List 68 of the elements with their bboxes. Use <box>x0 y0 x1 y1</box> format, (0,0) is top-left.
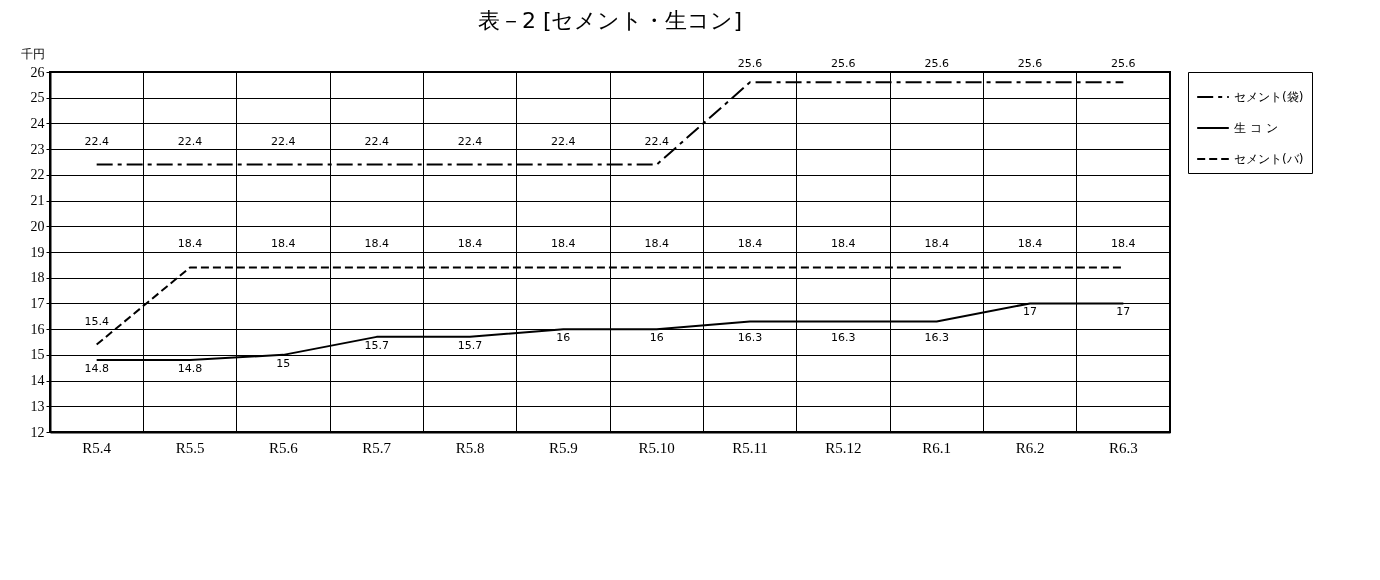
y-tick-label: 16 <box>30 321 45 337</box>
data-label: 14.8 <box>177 362 203 375</box>
data-label: 16.3 <box>924 331 949 345</box>
x-tick-label: R5.10 <box>638 439 675 456</box>
data-label: 22.4 <box>551 134 576 148</box>
x-tick-label: R5.7 <box>362 439 392 456</box>
y-tick-label: 25 <box>30 90 45 106</box>
data-label: 22.4 <box>457 134 483 148</box>
y-tick-label: 20 <box>30 218 45 234</box>
data-label: 17 <box>1116 305 1131 319</box>
data-label: 18.4 <box>831 237 856 251</box>
data-label: 22.4 <box>271 134 296 148</box>
y-tick-label: 22 <box>30 167 45 183</box>
x-tick-label: R5.9 <box>548 439 578 456</box>
data-label: 18.4 <box>1017 237 1043 251</box>
x-tick-label: R6.3 <box>1108 439 1138 456</box>
data-label: 25.6 <box>831 57 856 71</box>
data-label: 15.4 <box>84 314 109 328</box>
y-tick-label: 24 <box>30 115 45 131</box>
data-label: 15.7 <box>364 338 389 352</box>
data-label: 15 <box>276 356 291 370</box>
y-tick-label: 21 <box>30 193 45 209</box>
y-tick-label: 18 <box>30 270 45 286</box>
x-tick-label: R5.5 <box>175 439 205 456</box>
data-label: 17 <box>1023 305 1037 319</box>
legend-label: セメント(袋) <box>1234 90 1304 104</box>
y-tick-label: 15 <box>30 347 45 363</box>
legend-label: 生 コ ン <box>1234 121 1278 135</box>
data-label: 18.4 <box>1111 237 1136 251</box>
y-tick-label: 13 <box>30 398 45 414</box>
chart-title: 表－2 [セメント・生コン] <box>477 8 743 33</box>
y-tick-label: 19 <box>30 244 45 260</box>
data-label: 25.6 <box>924 57 949 71</box>
data-label: 25.6 <box>1111 57 1136 71</box>
data-label: 22.4 <box>84 134 109 148</box>
x-tick-label: R5.12 <box>825 439 862 456</box>
data-label: 22.4 <box>364 134 389 148</box>
x-tick-label: R5.6 <box>268 439 299 456</box>
data-label: 16 <box>649 331 664 345</box>
data-label: 22.4 <box>177 134 203 148</box>
data-label: 15.7 <box>457 338 483 352</box>
x-tick-label: R6.1 <box>922 439 952 456</box>
data-label: 18.4 <box>737 237 763 251</box>
data-label: 14.8 <box>84 362 109 375</box>
data-label: 22.4 <box>644 134 669 148</box>
data-label: 16.3 <box>737 331 763 345</box>
legend-label: セメント(バ) <box>1234 152 1304 166</box>
y-tick-label: 17 <box>30 295 45 311</box>
y-tick-label: 26 <box>30 64 45 80</box>
x-tick-label: R5.11 <box>732 439 768 456</box>
data-label: 16 <box>556 331 571 345</box>
x-tick-label: R5.8 <box>455 439 485 456</box>
data-label: 25.6 <box>1017 57 1043 71</box>
data-label: 18.4 <box>644 237 669 251</box>
data-label: 18.4 <box>364 237 389 251</box>
data-label: 18.4 <box>271 237 296 251</box>
data-label: 25.6 <box>737 57 763 71</box>
data-label: 18.4 <box>551 237 576 251</box>
y-tick-label: 14 <box>30 373 45 389</box>
y-axis-title: 千円 <box>20 46 45 61</box>
x-tick-label: R6.2 <box>1015 439 1045 456</box>
data-label: 16.3 <box>831 331 856 345</box>
y-tick-label: 12 <box>30 424 45 440</box>
data-label: 18.4 <box>924 237 949 251</box>
y-tick-label: 23 <box>30 141 45 157</box>
data-label: 18.4 <box>457 237 483 251</box>
x-tick-label: R5.4 <box>82 439 112 456</box>
data-label: 18.4 <box>177 237 203 251</box>
